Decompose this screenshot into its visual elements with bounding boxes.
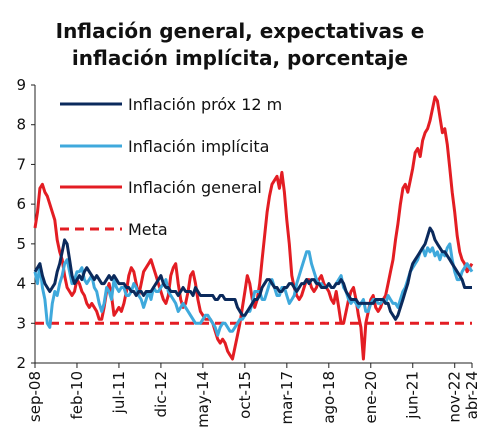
x-tick-label: jun-21 (404, 371, 422, 420)
x-tick-label: oct-15 (236, 371, 254, 419)
legend-entry: Inflación general (60, 178, 262, 197)
x-tick-label: abr-24 (463, 371, 480, 419)
x-tick-label: ago-18 (320, 371, 338, 424)
legend-entry: Meta (60, 220, 168, 239)
y-tick-label: 6 (16, 195, 26, 213)
y-tick-label: 2 (16, 354, 26, 372)
legend-label: Inflación general (128, 178, 262, 197)
y-tick-label: 7 (16, 155, 26, 173)
x-tick-label: may-14 (194, 371, 212, 428)
legend-entry: Inflación próx 12 m (60, 95, 282, 114)
x-tick-label: jul-11 (110, 371, 128, 414)
chart-legend: Inflación próx 12 m Inflación implícita In… (60, 95, 282, 239)
x-tick-label: mar-17 (278, 371, 296, 425)
legend-label: Meta (128, 220, 168, 239)
x-tick-label: sep-08 (26, 371, 44, 422)
y-tick-label: 8 (16, 116, 26, 134)
chart-title-line-2: inflación implícita, porcentaje (71, 46, 409, 70)
x-tick-label: nov-22 (446, 371, 464, 423)
chart-title-line-1: Inflación general, expectativas e (55, 19, 425, 43)
y-tick-label: 4 (16, 275, 26, 293)
x-tick-label: dic-12 (152, 371, 170, 417)
y-tick-label: 9 (16, 76, 26, 94)
series-line-inflacion-implicita (33, 242, 474, 337)
legend-entry: Inflación implícita (60, 137, 269, 156)
series-line-inflacion-prox-12m (33, 226, 472, 321)
chart-series-layer (33, 95, 474, 361)
chart-title: Inflación general, expectativas e inflac… (0, 18, 480, 72)
y-tick-label: 3 (16, 314, 26, 332)
legend-label: Inflación próx 12 m (128, 95, 282, 114)
legend-label: Inflación implícita (128, 137, 269, 156)
x-tick-label: feb-10 (68, 371, 86, 420)
x-tick-label: ene-20 (362, 371, 380, 423)
chart-axes: 2 3 4 5 6 7 8 9 sep-08 feb-10 jul-11 dic-12 may-14 oc… (16, 76, 480, 428)
y-tick-label: 5 (16, 235, 26, 253)
